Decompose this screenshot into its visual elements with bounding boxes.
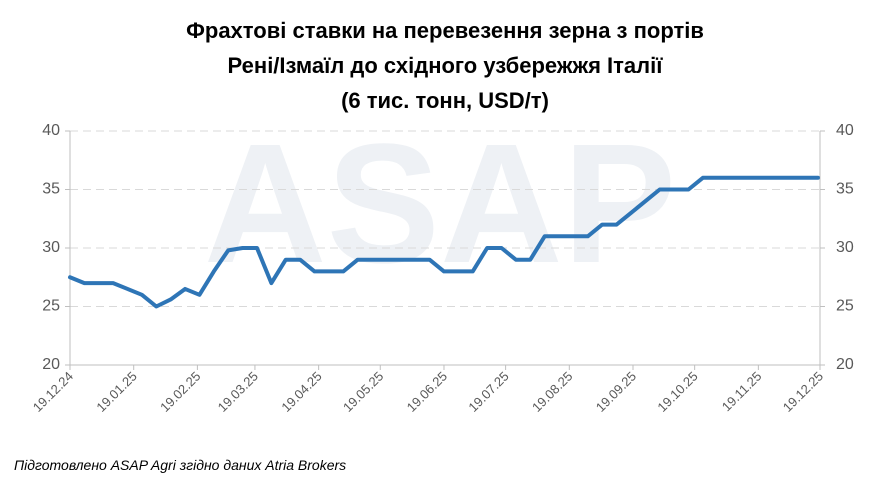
- chart-title: Фрахтові ставки на перевезення зерна з п…: [186, 18, 704, 43]
- y-tick-label: 35: [42, 181, 60, 198]
- x-tick-label: 19.08.25: [529, 369, 575, 415]
- y2-tick-label: 20: [836, 356, 854, 373]
- y2-tick-label: 40: [836, 122, 854, 139]
- x-tick-label: 19.12.25: [780, 369, 826, 415]
- y-tick-label: 30: [42, 239, 60, 256]
- x-tick-label: 19.02.25: [157, 369, 203, 415]
- source-note: Підготовлено ASAP Agri згідно даних Atri…: [14, 457, 346, 473]
- y2-tick-label: 25: [836, 298, 854, 315]
- x-tick-label: 19.04.25: [278, 369, 324, 415]
- x-tick-label: 19.11.25: [719, 369, 765, 415]
- data-line: [68, 175, 820, 309]
- x-tick-label: 19.07.25: [465, 369, 511, 415]
- y-tick-label: 40: [42, 122, 60, 139]
- x-tick-label: 19.09.25: [593, 369, 639, 415]
- y-tick-label: 25: [42, 298, 60, 315]
- y-tick-label: 20: [42, 356, 60, 373]
- x-tick-label: 19.05.25: [340, 369, 386, 415]
- x-tick-label: 19.12.24: [30, 369, 76, 415]
- y2-tick-label: 30: [836, 239, 854, 256]
- x-tick-label: 19.10.25: [654, 369, 700, 415]
- chart-title: (6 тис. тонн, USD/т): [341, 88, 549, 113]
- y2-tick-label: 35: [836, 181, 854, 198]
- chart-title: Рені/Ізмаїл до східного узбережжя Італії: [228, 53, 664, 78]
- x-tick-label: 19.06.25: [404, 369, 450, 415]
- x-tick-label: 19.03.25: [215, 369, 261, 415]
- x-tick-label: 19.01.25: [93, 369, 139, 415]
